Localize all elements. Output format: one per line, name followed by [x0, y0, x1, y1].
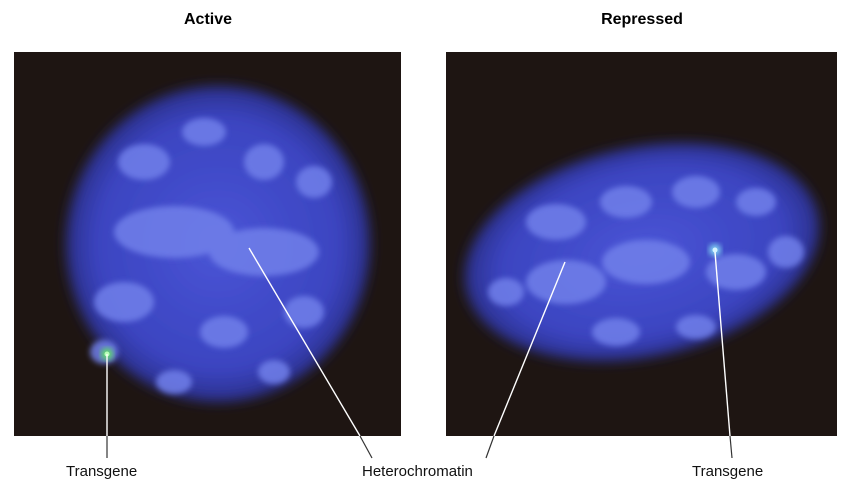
label-heterochromatin: Heterochromatin	[362, 463, 473, 480]
transgene-spot-active	[101, 348, 113, 360]
label-transgene-repressed: Transgene	[692, 463, 764, 480]
micrograph-active	[14, 52, 401, 436]
leader-heterochromatin-right	[485, 435, 495, 459]
panel-title-repressed: Repressed	[601, 11, 683, 28]
transgene-spot-repressed	[709, 244, 721, 256]
micrograph-repressed	[446, 52, 837, 436]
panel-title-active: Active	[183, 11, 233, 28]
leader-transgene-right	[729, 435, 733, 459]
label-transgene-active: Transgene	[66, 463, 138, 480]
leader-heterochromatin-left	[359, 435, 373, 459]
